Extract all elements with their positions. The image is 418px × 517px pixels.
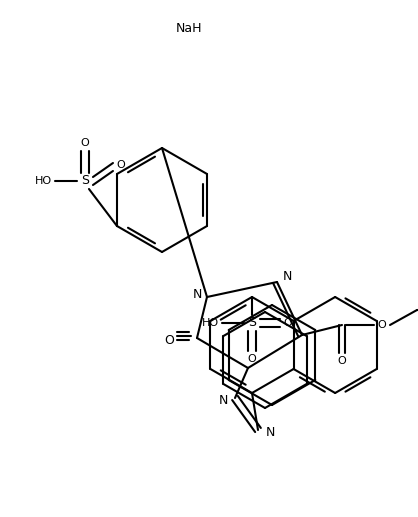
Text: O: O: [284, 318, 292, 328]
Text: HO: HO: [201, 318, 219, 328]
Text: S: S: [81, 175, 89, 188]
Text: N: N: [218, 393, 228, 406]
Text: NaH: NaH: [176, 22, 202, 35]
Text: O: O: [377, 320, 386, 330]
Text: O: O: [164, 333, 174, 346]
Text: N: N: [192, 288, 202, 301]
Text: S: S: [248, 316, 256, 329]
Text: N: N: [265, 425, 275, 438]
Text: O: O: [81, 138, 89, 148]
Text: O: O: [247, 354, 256, 364]
Text: O: O: [117, 160, 125, 170]
Text: N: N: [282, 270, 292, 283]
Text: HO: HO: [34, 176, 51, 186]
Text: O: O: [338, 356, 347, 366]
